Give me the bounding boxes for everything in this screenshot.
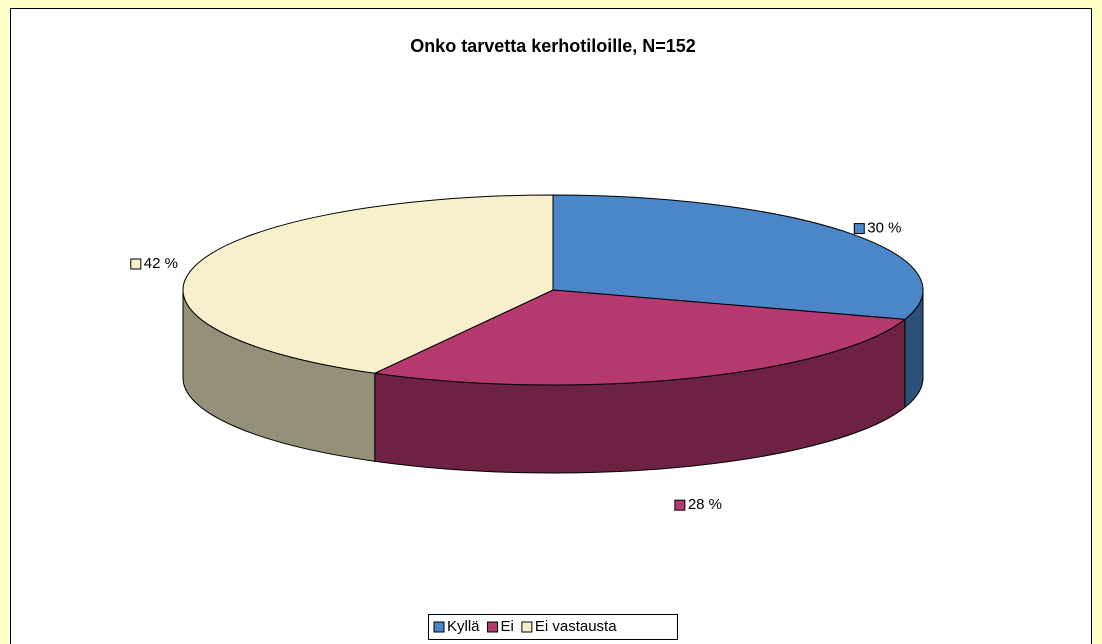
legend-swatch (433, 621, 445, 633)
label-swatch (853, 223, 865, 235)
legend-swatch (521, 621, 533, 633)
legend-label: Ei (501, 618, 514, 635)
label-swatch (130, 258, 142, 270)
pie-slice (182, 194, 554, 374)
data-label: 42 % (144, 255, 178, 272)
pie-slice (373, 289, 907, 386)
chart-title: Onko tarvetta kerhotiloille, N=152 (410, 36, 696, 56)
data-label: 28 % (688, 496, 722, 513)
legend (428, 614, 678, 640)
legend-label: Ei vastausta (535, 618, 617, 635)
data-label: 30 % (867, 220, 901, 237)
legend-swatch (487, 621, 499, 633)
pie-slice (552, 194, 924, 320)
label-swatch (674, 499, 686, 511)
legend-label: Kyllä (447, 618, 480, 635)
